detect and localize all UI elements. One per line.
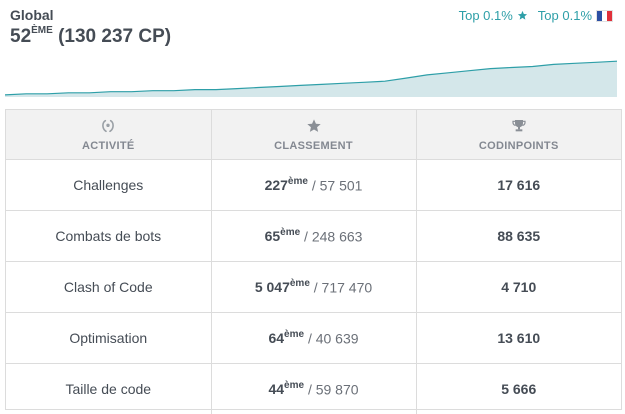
top-percentages: Top 0.1% Top 0.1% <box>459 8 613 23</box>
rank-total: / 248 663 <box>304 228 362 244</box>
rank-suffix: ème <box>288 176 308 187</box>
activity-name: Taille de code <box>6 364 211 414</box>
activity-rank: 44ème / 59 870 <box>211 364 416 414</box>
activity-rank: 227ème / 57 501 <box>211 160 416 211</box>
table-row: Combats de bots 65ème / 248 663 88 635 <box>6 211 621 262</box>
rank-suffix: ÈME <box>31 25 53 36</box>
section-title: Global <box>10 7 54 23</box>
rank-value: 44 <box>268 381 284 397</box>
top-country-label: Top 0.1% <box>538 8 592 23</box>
rank-suffix: ème <box>284 329 304 340</box>
activity-name: Combats de bots <box>6 211 211 262</box>
activity-points: 5 666 <box>416 364 621 414</box>
column-codinpoints: CODINPOINTS <box>416 110 621 160</box>
activity-rank: 64ème / 40 639 <box>211 313 416 364</box>
rank-total: / 59 870 <box>308 381 359 397</box>
column-ranking: CLASSEMENT <box>211 110 416 160</box>
top-global[interactable]: Top 0.1% <box>459 8 528 23</box>
trophy-icon <box>511 118 527 134</box>
activity-points: 17 616 <box>416 160 621 211</box>
rank-value: 52 <box>10 26 31 47</box>
top-country[interactable]: Top 0.1% <box>538 8 613 23</box>
column-codinpoints-label: CODINPOINTS <box>479 140 559 152</box>
rank-total: / 717 470 <box>314 279 372 295</box>
rank-history-chart <box>5 57 617 97</box>
top-global-label: Top 0.1% <box>459 8 513 23</box>
activity-ranking-table: ACTIVITÉ CLASSEMENT CODINPOINTS <box>5 109 622 410</box>
activity-name: Clash of Code <box>6 262 211 313</box>
activity-name: Optimisation <box>6 313 211 364</box>
table-row: Challenges 227ème / 57 501 17 616 <box>6 160 621 211</box>
rank-suffix: ème <box>290 278 310 289</box>
column-ranking-label: CLASSEMENT <box>274 140 353 152</box>
rank-total: / 57 501 <box>312 177 363 193</box>
rank-points: (130 237 CP) <box>58 26 171 47</box>
rank-total: / 40 639 <box>308 330 359 346</box>
table-row: Optimisation 64ème / 40 639 13 610 <box>6 313 621 364</box>
activity-rank: 65ème / 248 663 <box>211 211 416 262</box>
global-ranking-header: Global 52ÈME (130 237 CP) Top 0.1% Top 0… <box>0 0 625 100</box>
activity-points: 13 610 <box>416 313 621 364</box>
star-icon <box>517 10 528 21</box>
rank-history-svg <box>5 57 617 97</box>
activity-points: 4 710 <box>416 262 621 313</box>
france-flag-icon <box>596 10 613 22</box>
table-header-row: ACTIVITÉ CLASSEMENT CODINPOINTS <box>6 110 621 160</box>
activity-rank: 5 047ème / 717 470 <box>211 262 416 313</box>
activity-name: Challenges <box>6 160 211 211</box>
column-activity: ACTIVITÉ <box>6 110 211 160</box>
column-activity-label: ACTIVITÉ <box>82 140 135 152</box>
laurel-icon <box>100 118 116 134</box>
rank-value: 227 <box>265 177 288 193</box>
rank-suffix: ème <box>280 227 300 238</box>
rank-suffix: ème <box>284 380 304 391</box>
global-rank: 52ÈME (130 237 CP) <box>10 26 171 48</box>
activity-points: 88 635 <box>416 211 621 262</box>
table-row: Taille de code 44ème / 59 870 5 666 <box>6 364 621 414</box>
star-icon <box>306 118 322 134</box>
rank-value: 5 047 <box>255 279 290 295</box>
rank-value: 65 <box>265 228 281 244</box>
table-row: Clash of Code 5 047ème / 717 470 4 710 <box>6 262 621 313</box>
rank-value: 64 <box>268 330 284 346</box>
